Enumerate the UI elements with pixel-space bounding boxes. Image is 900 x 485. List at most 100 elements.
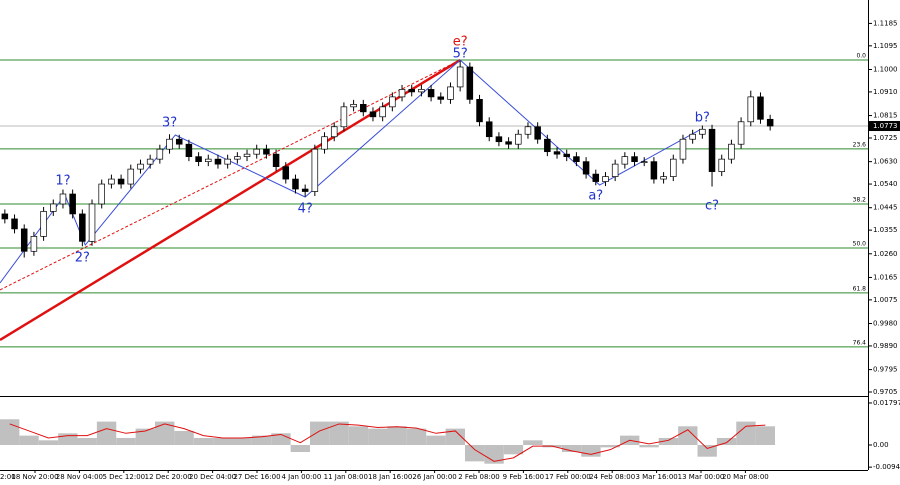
y-tick-label: 1.0815 — [873, 112, 898, 120]
candle-body — [185, 143, 193, 158]
candle-body — [631, 156, 638, 162]
wave-label: a? — [588, 189, 603, 204]
candle-body — [166, 138, 173, 150]
y-tick-label: 1.0165 — [873, 273, 898, 281]
candle-body — [50, 203, 57, 212]
candle-body — [117, 178, 125, 185]
candle-body — [156, 148, 164, 160]
candle-body — [253, 148, 260, 155]
fib-label: 61.8 — [853, 285, 867, 292]
candle-body — [640, 161, 648, 163]
candle-body — [611, 163, 619, 177]
candle-body — [466, 66, 474, 100]
y-tick-label: 0.00 — [873, 441, 889, 449]
last-price-label: 1.0773 — [873, 122, 898, 130]
histogram-bar — [581, 444, 601, 457]
candle-body — [679, 138, 687, 160]
histogram-bar — [0, 419, 20, 445]
candle-body — [40, 211, 47, 237]
histogram-bar — [310, 421, 330, 445]
fib-label: 23.6 — [853, 141, 867, 148]
candle-body — [350, 104, 357, 108]
candle-body — [660, 176, 667, 180]
x-tick-label: 4 Jan 00:00 — [281, 473, 321, 481]
candle-body — [427, 89, 435, 98]
x-tick-label: 26 Jan 00:00 — [412, 473, 456, 481]
candle-body — [708, 128, 716, 172]
candle-body — [602, 176, 609, 182]
candle-body — [728, 143, 735, 160]
histogram-bar — [348, 426, 369, 445]
y-tick-label: 0.9890 — [873, 342, 898, 350]
candle-body — [485, 121, 493, 138]
fib-label: 38.2 — [853, 196, 867, 203]
wave-label: b? — [695, 111, 710, 126]
y-tick-label: -0.00948 — [873, 463, 900, 471]
candle-body — [30, 236, 38, 252]
histogram-bar — [426, 435, 446, 445]
histogram-bar — [193, 437, 214, 445]
candle-body — [447, 86, 454, 100]
y-tick-label: 1.0725 — [873, 134, 898, 142]
y-tick-label: 1.0910 — [873, 88, 898, 96]
x-tick-label: 11 Jan 08:00 — [324, 473, 368, 481]
candle-body — [20, 228, 28, 252]
x-tick-label: 18 Jan 16:00 — [368, 473, 412, 481]
histogram-bar — [135, 428, 155, 445]
candle-body — [747, 96, 755, 123]
x-tick-label: 9 Feb 16:00 — [503, 473, 544, 481]
histogram-bar — [406, 428, 427, 445]
fib-label: 0.0 — [856, 53, 866, 60]
candle-body — [69, 193, 76, 215]
candle-body — [195, 156, 202, 162]
histogram-bar — [445, 428, 465, 445]
histogram-bar — [561, 444, 582, 452]
x-tick-label: 28 Nov 04:00 — [56, 473, 103, 481]
y-tick-label: 0.9980 — [873, 320, 898, 328]
candle-body — [146, 158, 154, 165]
histogram-bar — [96, 421, 117, 445]
histogram-bar — [174, 430, 194, 445]
y-tick-label: 1.1095 — [873, 42, 898, 50]
y-tick-label: 0.01797 — [873, 399, 900, 407]
candle-body — [650, 161, 658, 180]
histogram-bar — [213, 437, 233, 445]
candle-body — [175, 138, 183, 145]
candle-body — [534, 126, 541, 140]
y-tick-label: 1.0260 — [873, 250, 898, 258]
histogram-bar — [600, 444, 620, 448]
histogram-bar — [465, 444, 485, 462]
x-tick-label: 13 Mar 00:00 — [678, 473, 725, 481]
candle-body — [11, 218, 18, 230]
candle-body — [79, 213, 86, 242]
histogram-bar — [38, 440, 59, 445]
x-tick-label: 2 Feb 08:00 — [458, 473, 499, 481]
candle-body — [553, 151, 561, 155]
candle-body — [224, 158, 231, 165]
y-tick-label: 1.0075 — [873, 296, 898, 304]
candle-body — [699, 128, 706, 135]
histogram-bar — [503, 444, 524, 455]
histogram-bar — [251, 435, 272, 445]
histogram-bar — [77, 437, 97, 445]
wave-label: c? — [705, 198, 719, 213]
candle-body — [408, 89, 415, 93]
x-tick-label: 3 Mar 16:00 — [635, 473, 677, 481]
wave-label: e? — [453, 34, 468, 49]
histogram-bar — [658, 437, 679, 445]
x-tick-label: 20 Dec 04:00 — [189, 473, 236, 481]
x-tick-label: 27 Dec 16:00 — [233, 473, 280, 481]
fib-label: 50.0 — [853, 241, 867, 248]
histogram-bar — [58, 433, 78, 445]
candle-body — [505, 141, 512, 145]
histogram-bar — [523, 440, 543, 445]
candle-body — [272, 153, 280, 167]
histogram-bar — [116, 437, 136, 445]
candle-body — [234, 156, 241, 160]
y-tick-label: 1.0630 — [873, 158, 898, 166]
histogram-bar — [387, 426, 407, 445]
candle-body — [88, 203, 96, 242]
y-tick-label: 1.1000 — [873, 65, 898, 73]
x-tick-label: 17 Feb 00:00 — [545, 473, 591, 481]
candle-body — [330, 126, 338, 138]
